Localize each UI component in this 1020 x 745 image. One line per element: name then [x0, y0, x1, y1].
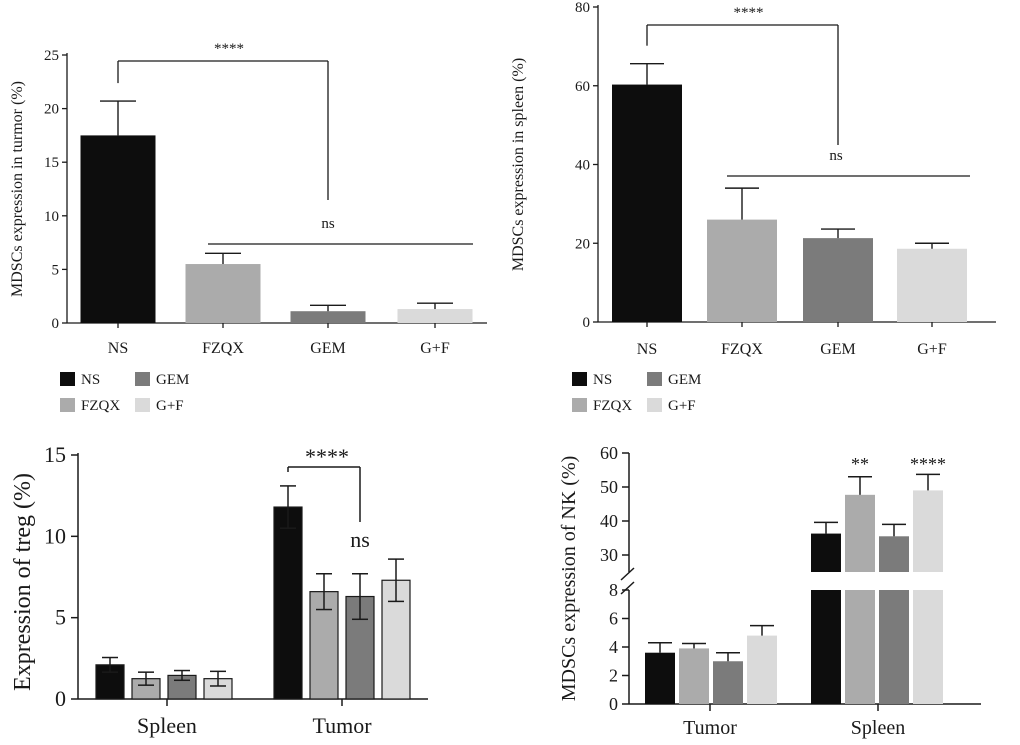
bar-gplusf-lower [913, 590, 943, 704]
legend-swatch-fzqx [60, 398, 75, 412]
bar-ns-upper [811, 533, 841, 572]
bar-ns [645, 652, 675, 704]
x-tick-label: FZQX [202, 340, 244, 357]
x-tick-label: Spleen [137, 713, 197, 738]
legend-label: G+F [668, 398, 696, 414]
bar-fzqx-lower [845, 590, 875, 704]
bar-gplusf [397, 309, 473, 323]
significance-label: **** [305, 444, 349, 469]
y-tick-label: 0 [55, 686, 66, 711]
x-tick-label: FZQX [721, 341, 763, 358]
bar-gem [713, 661, 743, 704]
y-tick-label: 6 [609, 609, 618, 629]
chart-mdsc-tumor: 0 5 10 15 20 25 MDSCs expression in turmor (%)… [9, 41, 487, 414]
bar-gem-upper [879, 536, 909, 572]
x-tick-label: G+F [917, 341, 947, 358]
significance-label: **** [734, 5, 764, 21]
y-tick-label: 0 [52, 316, 60, 332]
x-tick-label: NS [108, 340, 128, 357]
legend-swatch-gplusf [135, 398, 150, 412]
ns-label: ns [350, 527, 370, 552]
bar-ns [95, 664, 125, 700]
bar-gem [290, 311, 366, 323]
legend-swatch-gem [647, 372, 662, 386]
ns-label: ns [829, 148, 843, 164]
x-tick-label: Tumor [312, 713, 372, 738]
legend-label: NS [593, 372, 612, 388]
legend-label: NS [81, 372, 100, 388]
y-tick-label: 25 [44, 48, 59, 64]
y-tick-label: 15 [44, 442, 66, 467]
legend-label: GEM [156, 372, 189, 388]
y-axis-title: MDSCs expression of NK (%) [558, 456, 580, 702]
x-tick-label: Spleen [851, 717, 905, 739]
y-tick-label: 30 [600, 545, 618, 565]
bar-gem-lower [879, 590, 909, 704]
y-tick-label: 20 [44, 102, 59, 118]
y-tick-label: 2 [609, 666, 618, 686]
bar-gplusf-upper [913, 490, 943, 572]
x-tick-label: NS [637, 341, 657, 358]
y-tick-label: 4 [609, 637, 618, 657]
y-tick-label: 15 [44, 155, 59, 171]
y-axis-title: MDSCs expression in turmor (%) [9, 81, 26, 297]
bar-ns-lower [811, 590, 841, 704]
legend-label: GEM [668, 372, 701, 388]
axis-break-mark [620, 581, 635, 595]
y-axis-title: Expression of treg (%) [10, 473, 36, 691]
y-tick-label: 5 [55, 605, 66, 630]
y-tick-label: 60 [600, 443, 618, 463]
axis-break-mark [620, 567, 635, 581]
legend-swatch-ns [60, 372, 75, 386]
legend-label: FZQX [81, 398, 120, 414]
legend-swatch-ns [572, 372, 587, 386]
y-tick-label: 20 [575, 236, 590, 252]
chart-treg-expression: 0 5 10 15 Expression of treg (%) Spleen Tumor *… [10, 442, 428, 738]
bar-ns [273, 506, 303, 700]
bar-gplusf [747, 635, 777, 704]
bar-fzqx-upper [845, 494, 875, 572]
chart-nk-mdsc-expression: 0 2 4 6 8 30 40 50 60 MDSCs expression of NK (%) T… [558, 443, 981, 739]
y-tick-label: 10 [44, 523, 66, 548]
x-tick-label: G+F [420, 340, 450, 357]
significance-label: **** [910, 454, 946, 474]
bar-fzqx [707, 219, 777, 322]
legend-label: G+F [156, 398, 184, 414]
y-tick-label: 5 [52, 262, 60, 278]
y-tick-label: 80 [575, 0, 590, 16]
legend-label: FZQX [593, 398, 632, 414]
y-tick-label: 8 [609, 580, 618, 600]
significance-label: **** [214, 41, 244, 57]
bar-ns [612, 84, 682, 322]
x-tick-label: Tumor [683, 717, 737, 739]
y-tick-label: 60 [575, 79, 590, 95]
y-axis-title: MDSCs expression in spleen (%) [510, 58, 527, 271]
significance-label: ** [851, 454, 869, 474]
x-tick-label: GEM [820, 341, 856, 358]
y-tick-label: 40 [600, 511, 618, 531]
bar-fzqx [185, 264, 261, 323]
bar-fzqx [679, 648, 709, 704]
ns-label: ns [321, 216, 335, 232]
y-tick-label: 40 [575, 158, 590, 174]
x-tick-label: GEM [310, 340, 346, 357]
y-tick-label: 0 [609, 694, 618, 714]
y-tick-label: 50 [600, 477, 618, 497]
bar-gplusf [897, 248, 967, 322]
legend-swatch-fzqx [572, 398, 587, 412]
legend-swatch-gem [135, 372, 150, 386]
legend-swatch-gplusf [647, 398, 662, 412]
bar-gem [803, 238, 873, 322]
chart-mdsc-spleen: 0 20 40 60 80 MDSCs expression in spleen (%) N… [510, 0, 996, 414]
bar-ns [80, 135, 156, 323]
y-tick-label: 10 [44, 209, 59, 225]
y-tick-label: 0 [583, 315, 591, 331]
